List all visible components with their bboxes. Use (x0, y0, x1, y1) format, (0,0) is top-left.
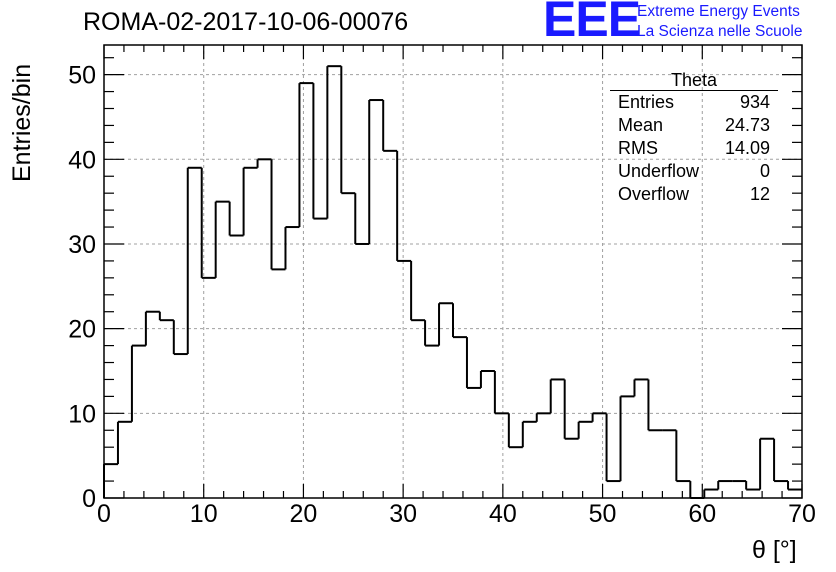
x-tick-label: 0 (97, 500, 111, 528)
y-tick-label: 0 (82, 485, 96, 513)
x-tick-label: 70 (788, 500, 816, 528)
stats-label: Overflow (618, 184, 690, 204)
stats-row-rms: RMS 14.09 (610, 137, 778, 160)
stats-row-entries: Entries 934 (610, 91, 778, 114)
stats-title: Theta (610, 70, 778, 91)
stats-label: RMS (618, 138, 658, 158)
eee-logo: EEE (543, 0, 641, 47)
x-tick-label: 30 (389, 500, 417, 528)
stats-row-overflow: Overflow 12 (610, 183, 778, 206)
y-axis-label: Entries/bin (8, 63, 36, 182)
stats-box: Theta Entries 934 Mean 24.73 RMS 14.09 U… (610, 70, 778, 206)
y-axis-label-wrap: Entries/bin (8, 52, 38, 182)
chart-title: ROMA-02-2017-10-06-00076 (83, 8, 409, 36)
stats-row-mean: Mean 24.73 (610, 114, 778, 137)
stats-value: 14.09 (724, 138, 770, 158)
stats-value: 12 (749, 184, 770, 204)
logo-caption-line-2: La Scienza nelle Scuole (637, 23, 803, 40)
x-tick-label: 50 (589, 500, 617, 528)
x-tick-label: 60 (688, 500, 716, 528)
stats-value: 0 (759, 161, 770, 181)
y-tick-label: 10 (68, 400, 96, 428)
stats-value: 934 (739, 92, 770, 112)
stats-label: Entries (618, 92, 675, 112)
stats-label: Underflow (618, 161, 700, 181)
plot-frame (103, 44, 803, 499)
logo-caption-line-1: Extreme Energy Events (637, 3, 800, 20)
y-tick-label: 50 (68, 62, 96, 90)
logo-caption: Extreme Energy Events La Scienza nelle S… (637, 2, 802, 42)
stats-row-underflow: Underflow 0 (610, 160, 778, 183)
x-tick-label: 10 (190, 500, 218, 528)
y-tick-label: 20 (68, 316, 96, 344)
x-tick-label: 40 (489, 500, 517, 528)
stats-label: Mean (618, 115, 664, 135)
stats-value: 24.73 (724, 115, 770, 135)
x-axis-label: θ [°] (752, 536, 797, 564)
y-tick-label: 40 (68, 146, 96, 174)
x-tick-label: 20 (290, 500, 318, 528)
y-tick-label: 30 (68, 231, 96, 259)
